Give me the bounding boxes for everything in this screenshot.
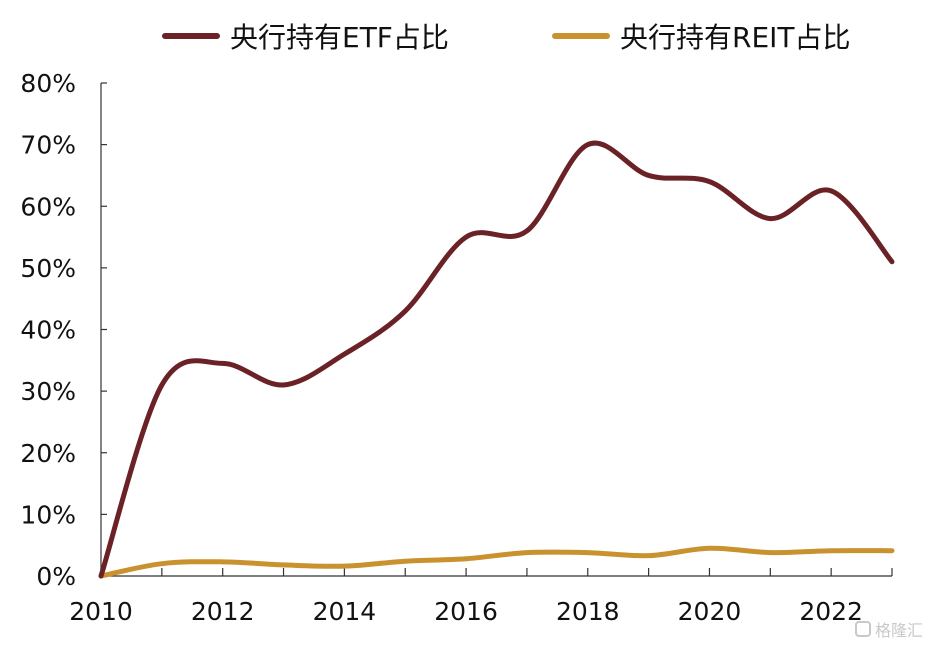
watermark-text: 格隆汇 <box>874 621 923 640</box>
legend-label-reit: 央行持有REIT占比 <box>620 21 851 54</box>
series-line-reit <box>98 545 895 579</box>
y-tick-label: 60% <box>20 192 76 221</box>
y-tick-label: 0% <box>36 562 76 591</box>
watermark: 格隆汇 <box>854 617 923 641</box>
y-tick-label: 80% <box>20 69 76 98</box>
y-tick-label: 50% <box>20 254 76 283</box>
watermark-logo-icon <box>854 621 871 637</box>
x-tick-label: 2014 <box>313 597 377 626</box>
legend-swatch-reit <box>552 33 610 39</box>
x-tick-label: 2022 <box>799 597 863 626</box>
y-tick-label: 20% <box>20 439 76 468</box>
x-tick-label: 2020 <box>678 597 742 626</box>
legend-label-etf: 央行持有ETF占比 <box>230 21 449 54</box>
y-tick-label: 30% <box>20 377 76 406</box>
y-tick-label: 10% <box>20 500 76 529</box>
series-line-etf <box>98 140 895 579</box>
y-tick-label: 70% <box>20 131 76 160</box>
y-tick-label: 40% <box>20 316 76 345</box>
x-tick-label: 2010 <box>69 597 133 626</box>
x-tick-label: 2016 <box>434 597 498 626</box>
legend-item-etf: 央行持有ETF占比 <box>162 14 449 58</box>
legend-swatch-etf <box>162 33 220 39</box>
legend-item-reit: 央行持有REIT占比 <box>552 14 851 58</box>
x-tick-label: 2018 <box>556 597 620 626</box>
x-tick-label: 2012 <box>191 597 255 626</box>
